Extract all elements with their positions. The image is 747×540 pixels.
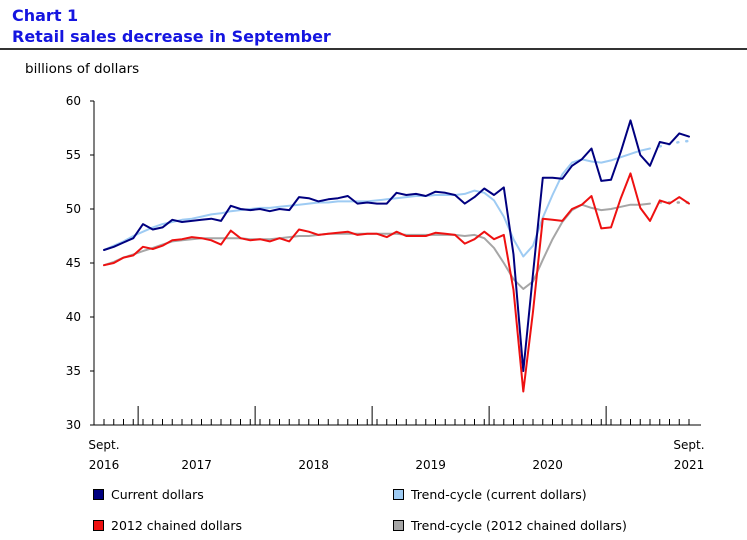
- y-tick-label: 60: [66, 94, 81, 108]
- y-tick-label: 40: [66, 310, 81, 324]
- legend-label-trend-chained: Trend-cycle (2012 chained dollars): [411, 518, 627, 533]
- y-tick-label: 45: [66, 256, 81, 270]
- legend-item-current: Current dollars: [93, 487, 204, 502]
- legend-swatch-chained: [93, 520, 104, 531]
- series-line-2012-chained-dollars: [103, 172, 690, 393]
- x-tick-label: 2021: [674, 458, 705, 472]
- axes: 30 35 40 45 50 55 60 Sept. 2016 2017 2018 2019 2020 S…: [66, 94, 705, 472]
- series-line-trend-cycle-2012-chained-dollars: [103, 202, 651, 290]
- chart-subtitle: Retail sales decrease in September: [12, 27, 331, 46]
- x-tick-label: 2018: [298, 458, 329, 472]
- y-tick-label: 55: [66, 148, 81, 162]
- y-tick-label: 50: [66, 202, 81, 216]
- x-tick-label: 2020: [532, 458, 563, 472]
- y-tick-label: 35: [66, 364, 81, 378]
- legend-label-chained: 2012 chained dollars: [111, 518, 243, 533]
- x-tick-label: 2019: [415, 458, 446, 472]
- title-rule: [0, 48, 747, 50]
- legend-swatch-current: [93, 489, 104, 500]
- legend-label-current: Current dollars: [111, 487, 204, 502]
- x-tick-label: 2016: [89, 458, 120, 472]
- x-tick-label: Sept.: [673, 438, 704, 452]
- series-line-trend-cycle-current-dollars: [103, 147, 651, 258]
- y-axis-label: billions of dollars: [25, 61, 140, 77]
- legend-label-trend-current: Trend-cycle (current dollars): [411, 487, 587, 502]
- legend-swatch-trend-current: [393, 489, 404, 500]
- legend-item-chained: 2012 chained dollars: [93, 518, 242, 533]
- series-layer: [103, 119, 691, 393]
- series-line-current-dollars: [103, 119, 690, 372]
- x-tick-label: 2017: [181, 458, 212, 472]
- y-tick-label: 30: [66, 418, 81, 432]
- chart-title: Chart 1: [12, 6, 79, 25]
- x-tick-label: Sept.: [88, 438, 119, 452]
- legend-swatch-trend-chained: [393, 520, 404, 531]
- legend-item-trend-current: Trend-cycle (current dollars): [393, 487, 587, 502]
- legend-item-trend-chained: Trend-cycle (2012 chained dollars): [393, 518, 627, 533]
